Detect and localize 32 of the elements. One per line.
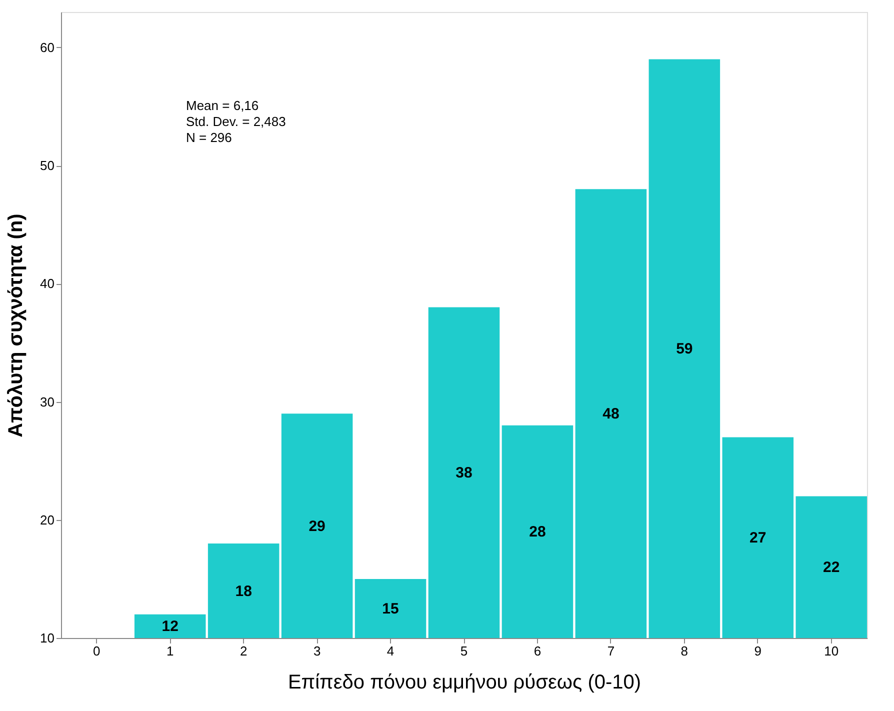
annotation: N = 296 [186,130,232,145]
x-tick-label: 3 [313,644,321,658]
y-tick-label: 50 [40,158,54,174]
data-label: 12 [162,618,178,636]
data-label: 22 [823,559,840,576]
annotation: Mean = 6,16 [186,98,259,113]
data-label: 18 [235,582,252,600]
y-tick-label: 60 [40,40,54,55]
data-label: 59 [676,340,693,358]
x-tick-label: 4 [386,644,394,658]
y-tick-label: 40 [40,276,54,292]
data-label: 28 [529,524,546,541]
data-label: 29 [308,518,326,535]
annotation: Std. Dev. = 2,483 [186,114,286,129]
x-axis-title: Επίπεδο πόνου εμμήνου ρύσεως (0-10) [288,672,642,694]
x-tick-label: 7 [607,644,615,658]
x-tick-label: 9 [754,644,762,658]
x-tick-label: 0 [93,644,100,658]
x-tick-label: 2 [240,644,248,658]
x-tick-label: 8 [680,644,688,658]
data-label: 15 [382,600,399,618]
x-tick-label: 5 [460,644,468,658]
y-axis-title: Απόλυτη συχνότητα (n) [5,214,28,438]
data-label: 27 [750,530,766,547]
data-label: 38 [456,464,472,482]
x-tick-label: 1 [166,644,174,658]
data-label: 48 [602,406,620,423]
y-tick-label: 20 [40,512,54,528]
x-tick-label: 10 [824,644,839,658]
x-tick-label: 6 [534,644,542,658]
y-tick-label: 30 [40,394,54,410]
y-tick-label: 10 [40,630,54,646]
